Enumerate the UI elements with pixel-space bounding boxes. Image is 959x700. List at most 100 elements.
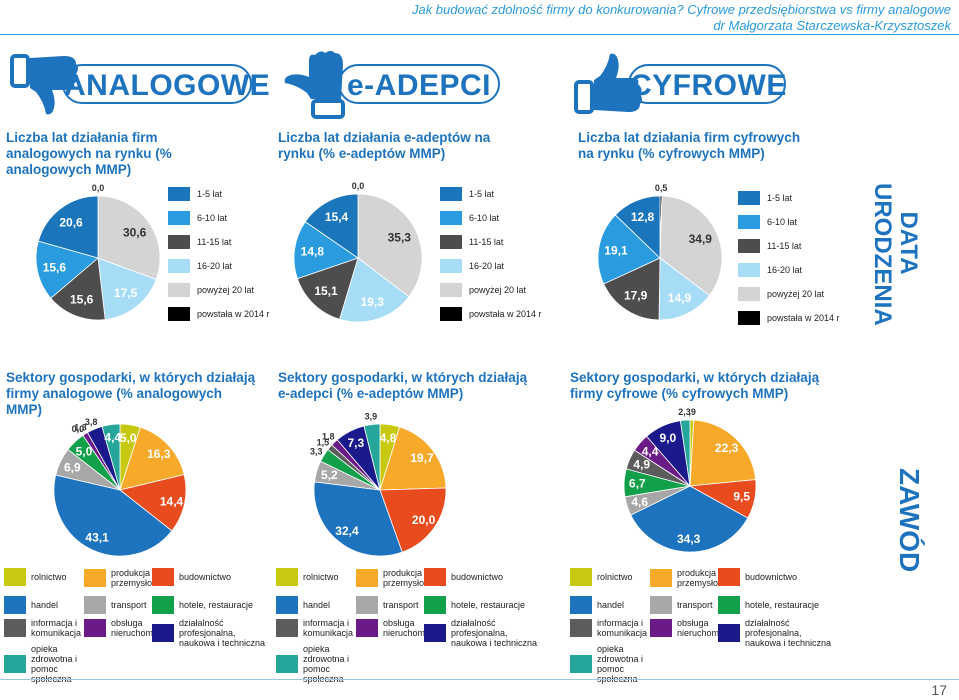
legend-label: hotele, restauracje: [745, 600, 820, 610]
legend-swatch: [424, 596, 446, 614]
legend-swatch: [738, 215, 760, 229]
legend-swatch: [4, 619, 26, 637]
pie-data-label: 19,1: [604, 244, 628, 258]
legend-swatch: [738, 191, 760, 205]
legend-swatch: [440, 187, 462, 201]
legend-label: obsługa nieruchomości: [111, 618, 170, 638]
sector-legend-item: obsługa nieruchomości: [84, 618, 169, 638]
sector-legend-item: produkcja przemysłowa: [650, 568, 730, 588]
pie-data-label: 2,3: [678, 407, 691, 417]
pie-data-label: 19,7: [410, 451, 434, 465]
pie-data-label: 5,2: [321, 468, 338, 482]
age-legend-item: 11-15 lat: [738, 238, 801, 254]
legend-label: 11-15 lat: [767, 241, 802, 251]
pie-data-label: 17,5: [114, 286, 138, 300]
sector-legend-item: rolnictwo: [4, 568, 82, 586]
pie-data-label: 3,3: [310, 446, 323, 456]
pie-data-label: 6,9: [64, 460, 81, 474]
pie-data-label: 0,5: [655, 183, 668, 193]
pie-slice: [689, 419, 757, 487]
age-legend-item: 16-20 lat: [738, 262, 802, 278]
legend-label: budownictwo: [179, 572, 232, 582]
sector-legend-item: obsługa nieruchomości: [650, 618, 735, 638]
pie-data-label: 9,0: [660, 431, 677, 445]
legend-label: 6-10 lat: [469, 213, 500, 223]
report-header: Jak budować zdolność firmy do konkurowan…: [412, 2, 951, 34]
age-legend-item: powyżej 20 lat: [440, 282, 526, 298]
legend-label: 1-5 lat: [197, 189, 223, 199]
legend-label: 6-10 lat: [767, 217, 798, 227]
pie-slice: [296, 257, 359, 320]
pie-age-eadopt: 0,0 35,3 19,3 15,1 14,8 15,4: [293, 181, 423, 323]
pie-data-label: 3,8: [85, 417, 98, 427]
age-legend-item: 6-10 lat: [440, 210, 499, 226]
legend-label: opieka zdrowotna i pomoc społeczna: [31, 644, 78, 684]
age-legend-item: 1-5 lat: [168, 186, 222, 202]
age-legend-item: 11-15 lat: [168, 234, 231, 250]
pie-slice: [614, 195, 661, 259]
legend-swatch: [276, 655, 298, 673]
legend-swatch: [152, 596, 174, 614]
pie-data-label: 14,8: [301, 245, 325, 259]
legend-swatch: [168, 307, 190, 321]
title-sector-eadopt: Sektory gospodarki, w których działają e…: [278, 370, 528, 401]
legend-swatch: [440, 259, 462, 273]
legend-swatch: [570, 619, 592, 637]
pie-slice: [53, 474, 173, 557]
legend-label: działalność profesjonalna, naukowa i tec…: [179, 618, 266, 648]
legend-swatch: [84, 569, 106, 587]
legend-label: produkcja przemysłowa: [383, 568, 436, 588]
pie-data-label: 17,9: [624, 288, 648, 302]
pie-data-label: 14,4: [160, 494, 184, 508]
legend-swatch: [424, 568, 446, 586]
legend-label: informacja i komunikacja: [597, 618, 648, 638]
pie-slice: [339, 257, 410, 323]
legend-swatch: [424, 624, 446, 642]
legend-label: 11-15 lat: [197, 237, 232, 247]
pie-data-label: 7,3: [348, 436, 365, 450]
sector-legend-item: obsługa nieruchomości: [356, 618, 441, 638]
pie-data-label: 43,1: [85, 531, 109, 545]
pie-slice: [119, 426, 185, 491]
legend-label: 1-5 lat: [767, 193, 793, 203]
sector-legend-item: rolnictwo: [570, 568, 648, 586]
legend-swatch: [440, 235, 462, 249]
legend-swatch: [168, 283, 190, 297]
legend-label: 16-20 lat: [197, 261, 233, 271]
sector-legend-item: informacja i komunikacja: [276, 618, 354, 638]
sector-legend-item: transport: [84, 596, 162, 614]
pie-data-label: 34,3: [677, 532, 701, 546]
legend-label: powstała w 2014 r: [469, 309, 542, 319]
legend-swatch: [570, 568, 592, 586]
pie-slice: [97, 195, 161, 280]
age-legend-item: 16-20 lat: [440, 258, 504, 274]
age-legend-item: powyżej 20 lat: [738, 286, 824, 302]
pie-slice: [304, 193, 359, 259]
legend-swatch: [276, 568, 298, 586]
legend-swatch: [168, 235, 190, 249]
pie-slice: [357, 193, 423, 298]
pie-age-digital: 0,5 34,9 14,9 17,9 19,1 12,8: [597, 183, 723, 321]
pie-data-label: 4,4: [104, 431, 121, 445]
title-age-analog: Liczba lat działania firm analogowych na…: [6, 130, 172, 177]
legend-swatch: [4, 655, 26, 673]
legend-label: transport: [383, 600, 419, 610]
age-legend-item: 11-15 lat: [440, 234, 503, 250]
pie-slice: [659, 195, 723, 297]
legend-label: rolnictwo: [597, 572, 633, 582]
legend-label: budownictwo: [745, 572, 798, 582]
pie-data-label: 12,8: [631, 210, 655, 224]
legend-swatch: [84, 619, 106, 637]
thumbs-sideways-icon: [284, 51, 345, 119]
legend-label: produkcja przemysłowa: [677, 568, 730, 588]
legend-swatch: [440, 307, 462, 321]
legend-swatch: [152, 568, 174, 586]
pie-slice: [97, 257, 157, 321]
pie-slice: [101, 423, 121, 491]
band-analog: ANALOGOWE: [62, 64, 270, 104]
legend-swatch: [4, 596, 26, 614]
pie-data-label: 35,3: [388, 231, 412, 245]
legend-label: handel: [31, 600, 59, 610]
sector-legend-item: transport: [356, 596, 434, 614]
legend-label: 1-5 lat: [469, 189, 495, 199]
